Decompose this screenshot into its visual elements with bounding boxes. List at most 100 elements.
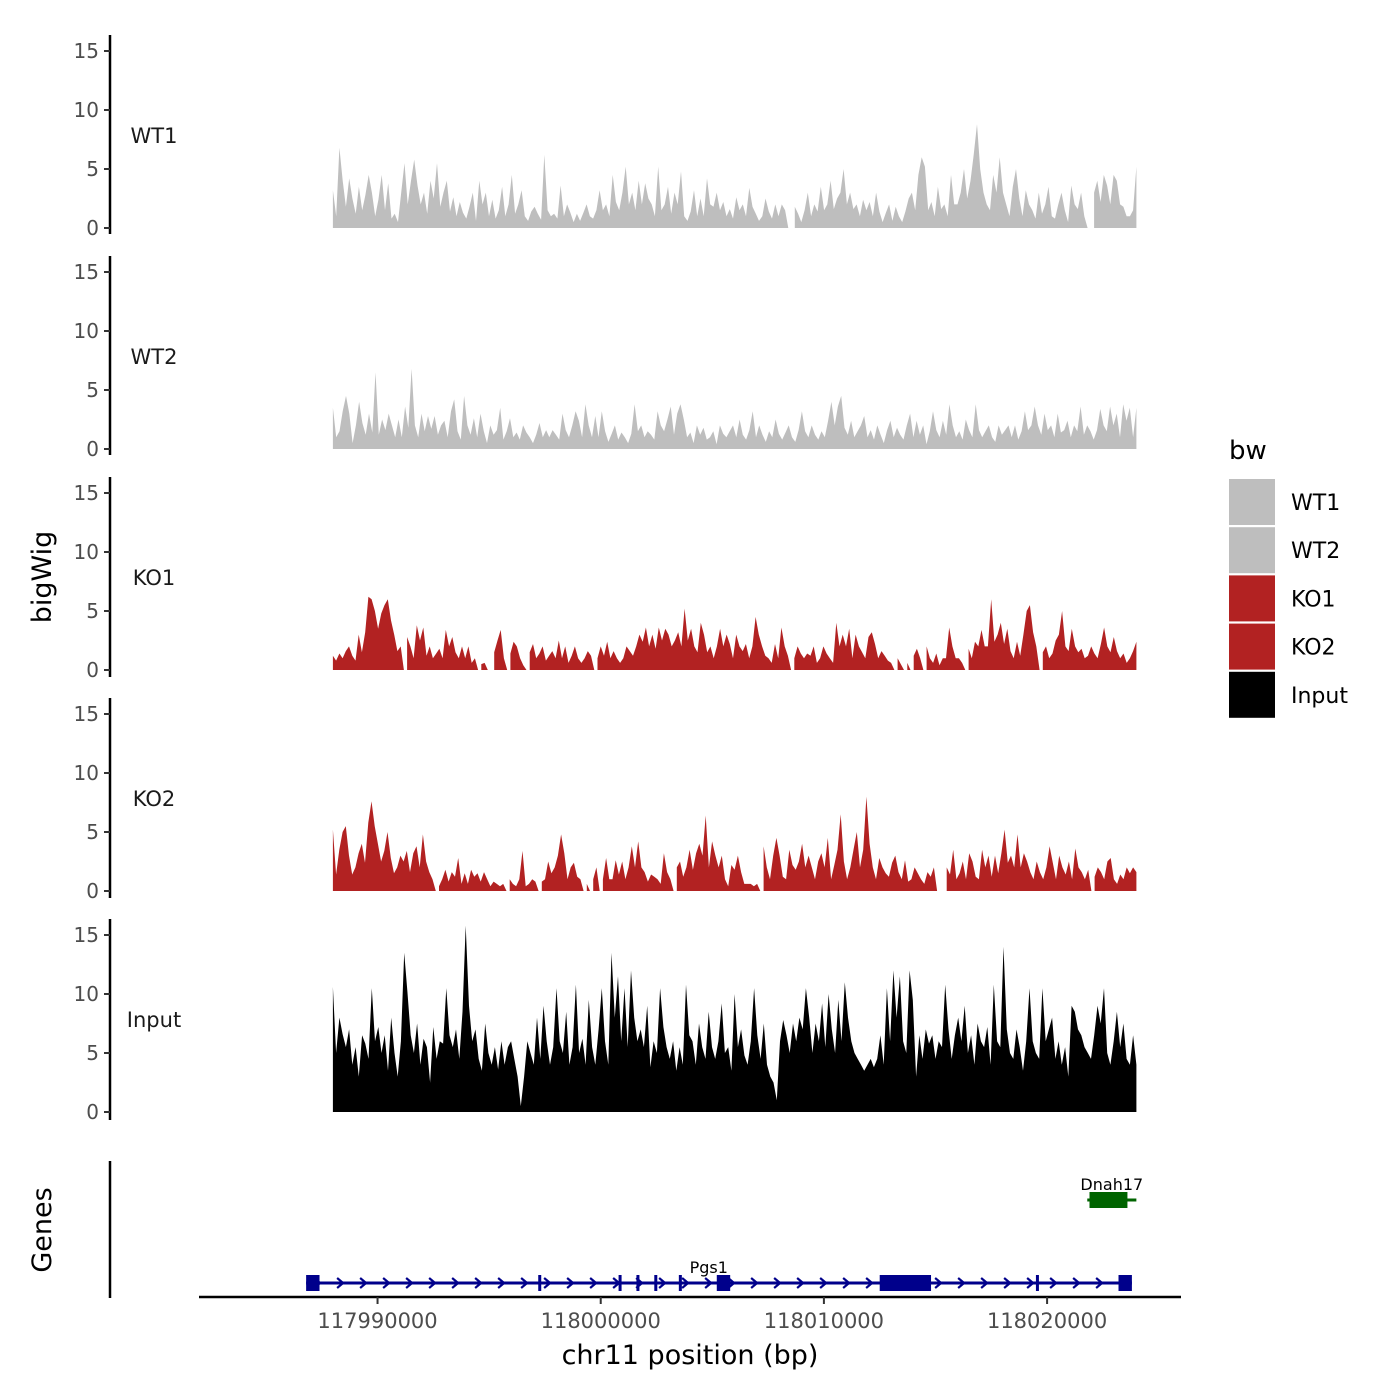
strand-arrow — [566, 1277, 575, 1289]
strand-arrow — [934, 1277, 943, 1289]
exon — [306, 1275, 320, 1291]
strand-arrow — [589, 1277, 598, 1289]
exon — [1089, 1192, 1128, 1208]
track-label-ko1: KO1 — [133, 566, 176, 590]
y-tick-label: 5 — [86, 599, 99, 623]
legend-label: Input — [1291, 684, 1348, 709]
x-tick-label: 118000000 — [541, 1309, 661, 1333]
strand-arrow — [428, 1277, 437, 1289]
y-tick-label: 5 — [86, 820, 99, 844]
strand-arrow — [819, 1277, 828, 1289]
track-wt2: 0 5 10 15 WT2 — [74, 256, 1137, 461]
track-wt1: 0 5 10 15 WT1 — [74, 35, 1137, 240]
legend-label: WT2 — [1291, 539, 1340, 564]
x-axis: 117990000 118000000 118010000 118020000 — [199, 1295, 1181, 1333]
strand-arrow — [957, 1277, 966, 1289]
y-tick-label: 10 — [74, 540, 99, 564]
y-tick-label: 15 — [74, 260, 99, 284]
strand-arrow — [658, 1277, 667, 1289]
legend-item-wt2: WT2 — [1229, 527, 1340, 574]
exon — [538, 1275, 542, 1291]
strand-arrow — [842, 1277, 851, 1289]
legend-label: KO2 — [1291, 636, 1336, 661]
y-axis-title-genes: Genes — [27, 1187, 58, 1272]
x-tick-label: 118010000 — [764, 1309, 884, 1333]
exon — [618, 1275, 622, 1291]
strand-arrow — [773, 1277, 782, 1289]
bigwig-tracks: 0 5 10 15 WT1 0 5 10 15 WT2 0 5 10 15 KO1 0 5 10 15 KO2 0 5 10… — [74, 35, 1137, 1124]
coverage-area-wt2 — [332, 368, 1137, 449]
legend-title: bw — [1229, 436, 1267, 466]
x-tick-label: 117990000 — [317, 1309, 437, 1333]
strand-arrow — [520, 1277, 529, 1289]
strand-arrow — [359, 1277, 368, 1289]
exon — [1035, 1275, 1039, 1291]
strand-arrow — [497, 1277, 506, 1289]
strand-arrow — [865, 1277, 874, 1289]
y-tick-label: 15 — [74, 923, 99, 947]
track-label-ko2: KO2 — [133, 787, 176, 811]
y-axis-title-bigwig: bigWig — [27, 531, 58, 624]
strand-arrow — [405, 1277, 414, 1289]
y-tick-label: 15 — [74, 702, 99, 726]
y-tick-label: 0 — [86, 879, 99, 903]
exon — [879, 1275, 932, 1291]
y-tick-label: 0 — [86, 437, 99, 461]
track-ko1: 0 5 10 15 KO1 — [74, 477, 1137, 682]
exon — [678, 1275, 682, 1291]
gene-label-dnah17: Dnah17 — [1080, 1175, 1143, 1194]
legend-key — [1229, 623, 1275, 670]
strand-arrow — [704, 1277, 713, 1289]
y-tick-label: 15 — [74, 39, 99, 63]
y-tick-label: 0 — [86, 658, 99, 682]
track-label-wt2: WT2 — [131, 345, 178, 369]
legend: bw WT1 WT2 KO1 KO2 Input — [1229, 436, 1348, 718]
y-tick-label: 5 — [86, 1041, 99, 1065]
gene-track: Pgs1 Dnah17 — [108, 1161, 1143, 1298]
gene-pgs1: Pgs1 — [306, 1258, 1132, 1291]
gene-dnah17: Dnah17 — [1080, 1175, 1143, 1208]
track-label-wt1: WT1 — [131, 124, 178, 148]
strand-arrow — [681, 1277, 690, 1289]
legend-key — [1229, 575, 1275, 622]
strand-arrow — [382, 1277, 391, 1289]
coverage-area-wt1 — [332, 124, 1137, 228]
strand-arrow — [543, 1277, 552, 1289]
strand-arrow — [1003, 1277, 1012, 1289]
strand-arrow — [980, 1277, 989, 1289]
legend-key — [1229, 671, 1275, 718]
legend-label: KO1 — [1291, 587, 1336, 612]
y-tick-label: 10 — [74, 982, 99, 1006]
legend-item-input: Input — [1229, 671, 1348, 718]
strand-arrow — [451, 1277, 460, 1289]
legend-item-ko1: KO1 — [1229, 575, 1336, 622]
exon — [1118, 1275, 1132, 1291]
legend-label: WT1 — [1291, 491, 1340, 516]
track-input: 0 5 10 15 Input — [74, 919, 1137, 1124]
exon — [716, 1275, 731, 1291]
x-axis-title: chr11 position (bp) — [562, 1340, 819, 1371]
exon — [654, 1275, 658, 1291]
x-tick-label: 118020000 — [987, 1309, 1107, 1333]
legend-key — [1229, 479, 1275, 525]
strand-arrow — [1049, 1277, 1058, 1289]
strand-arrow — [750, 1277, 759, 1289]
y-tick-label: 10 — [74, 98, 99, 122]
legend-item-wt1: WT1 — [1229, 479, 1340, 525]
y-tick-label: 5 — [86, 157, 99, 181]
strand-arrow — [796, 1277, 805, 1289]
coverage-area-ko1 — [332, 596, 1137, 670]
strand-arrow — [336, 1277, 345, 1289]
legend-key — [1229, 527, 1275, 574]
strand-arrow — [1072, 1277, 1081, 1289]
exon — [636, 1275, 640, 1291]
y-tick-label: 0 — [86, 1100, 99, 1124]
y-tick-label: 5 — [86, 378, 99, 402]
strand-arrow — [474, 1277, 483, 1289]
strand-arrow — [1095, 1277, 1104, 1289]
gene-label-pgs1: Pgs1 — [690, 1258, 728, 1277]
track-ko2: 0 5 10 15 KO2 — [74, 698, 1137, 903]
coverage-area-input — [332, 925, 1137, 1112]
y-tick-label: 0 — [86, 216, 99, 240]
y-tick-label: 10 — [74, 319, 99, 343]
